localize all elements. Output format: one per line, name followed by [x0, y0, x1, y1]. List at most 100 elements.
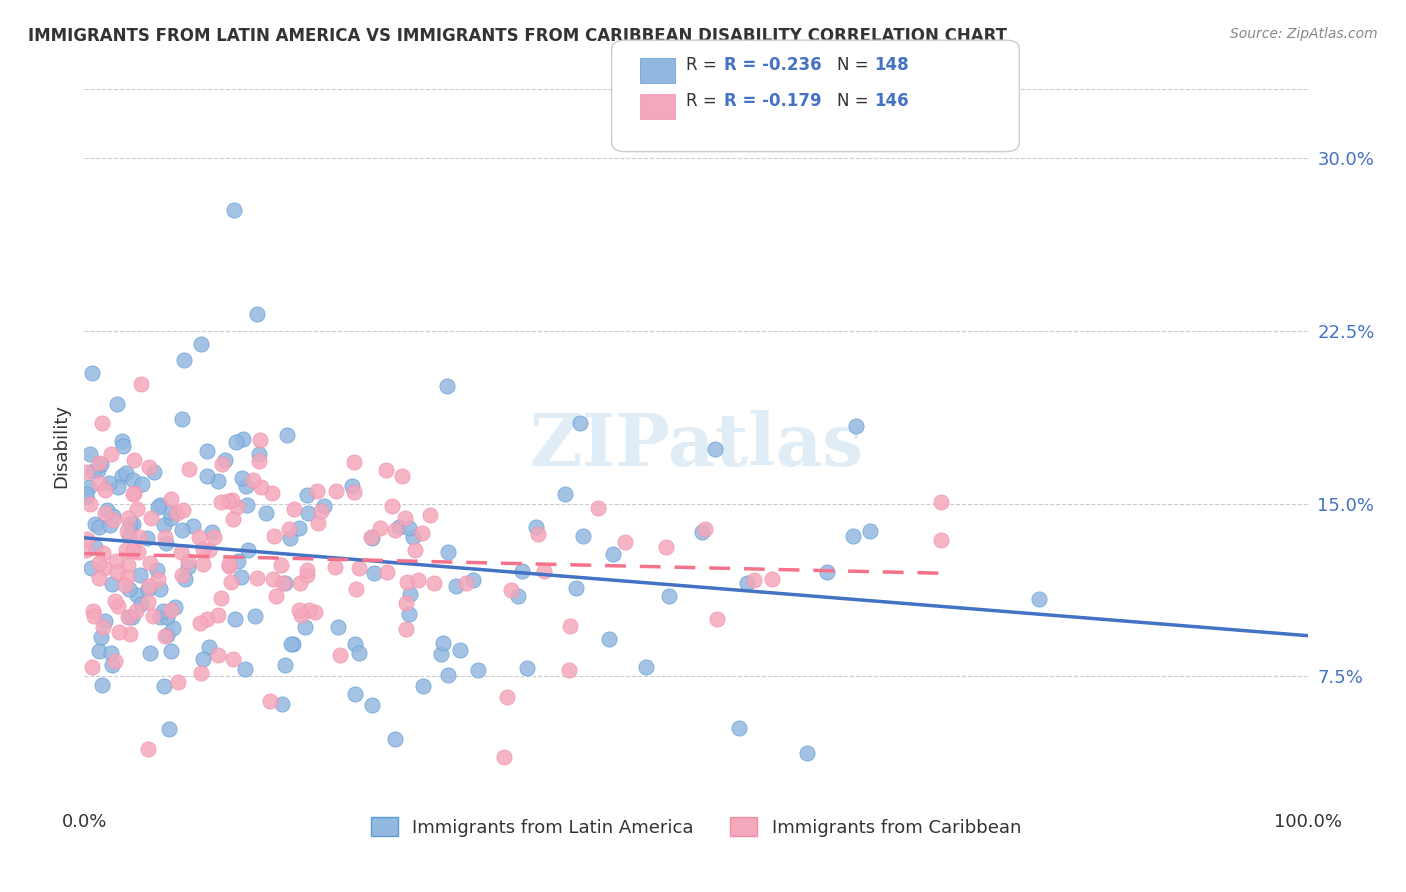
- Immigrants from Caribbean: [384, 523, 406, 537]
- Immigrants from Caribbean: [323, 560, 346, 574]
- Immigrants from Latin America: [101, 508, 124, 523]
- Immigrants from Latin America: [280, 637, 302, 651]
- Immigrants from Latin America: [107, 480, 129, 494]
- Immigrants from Caribbean: [121, 543, 143, 558]
- Immigrants from Latin America: [111, 434, 134, 448]
- Immigrants from Caribbean: [83, 609, 105, 624]
- Immigrants from Latin America: [236, 543, 259, 558]
- Text: R =: R =: [686, 56, 723, 74]
- Immigrants from Caribbean: [558, 618, 581, 632]
- Immigrants from Latin America: [510, 564, 533, 578]
- Text: N =: N =: [837, 56, 873, 74]
- Immigrants from Caribbean: [375, 463, 398, 477]
- Immigrants from Caribbean: [117, 558, 139, 573]
- Immigrants from Caribbean: [295, 563, 318, 577]
- Immigrants from Latin America: [77, 480, 100, 494]
- Immigrants from Caribbean: [222, 512, 245, 526]
- Immigrants from Latin America: [121, 610, 143, 624]
- Immigrants from Caribbean: [202, 530, 225, 544]
- Immigrants from Latin America: [86, 462, 108, 476]
- Immigrants from Latin America: [118, 610, 141, 624]
- Immigrants from Latin America: [703, 442, 725, 456]
- Text: 148: 148: [875, 56, 910, 74]
- Immigrants from Caribbean: [127, 545, 149, 559]
- Immigrants from Caribbean: [153, 629, 176, 643]
- Immigrants from Caribbean: [395, 623, 418, 637]
- Immigrants from Caribbean: [188, 530, 211, 544]
- Immigrants from Caribbean: [117, 511, 139, 525]
- Immigrants from Caribbean: [115, 524, 138, 539]
- Immigrants from Latin America: [461, 573, 484, 587]
- Immigrants from Caribbean: [262, 573, 284, 587]
- Immigrants from Caribbean: [101, 513, 124, 527]
- Immigrants from Caribbean: [761, 572, 783, 586]
- Immigrants from Latin America: [198, 640, 221, 655]
- Immigrants from Caribbean: [76, 532, 98, 546]
- Immigrants from Caribbean: [259, 694, 281, 708]
- Immigrants from Caribbean: [136, 741, 159, 756]
- Immigrants from Caribbean: [360, 530, 382, 544]
- Immigrants from Latin America: [229, 570, 252, 584]
- Immigrants from Latin America: [294, 620, 316, 634]
- Immigrants from Latin America: [412, 679, 434, 693]
- Immigrants from Caribbean: [170, 568, 193, 582]
- Immigrants from Caribbean: [75, 542, 97, 557]
- Immigrants from Latin America: [845, 419, 868, 434]
- Immigrants from Latin America: [125, 588, 148, 602]
- Text: Source: ZipAtlas.com: Source: ZipAtlas.com: [1230, 27, 1378, 41]
- Immigrants from Caribbean: [89, 456, 111, 470]
- Immigrants from Latin America: [173, 352, 195, 367]
- Immigrants from Latin America: [87, 520, 110, 534]
- Immigrants from Caribbean: [278, 522, 301, 536]
- Immigrants from Caribbean: [305, 483, 328, 498]
- Immigrants from Latin America: [360, 698, 382, 713]
- Immigrants from Latin America: [226, 554, 249, 568]
- Immigrants from Caribbean: [271, 576, 294, 591]
- Immigrants from Caribbean: [695, 522, 717, 536]
- Immigrants from Caribbean: [191, 541, 214, 556]
- Immigrants from Latin America: [156, 610, 179, 624]
- Immigrants from Caribbean: [82, 660, 104, 674]
- Immigrants from Latin America: [516, 661, 538, 675]
- Immigrants from Latin America: [122, 473, 145, 487]
- Text: ZIPatlas: ZIPatlas: [529, 410, 863, 482]
- Immigrants from Latin America: [564, 581, 586, 595]
- Immigrants from Caribbean: [207, 607, 229, 622]
- Immigrants from Caribbean: [307, 516, 329, 530]
- Immigrants from Caribbean: [221, 651, 243, 665]
- Immigrants from Caribbean: [105, 554, 128, 568]
- Immigrants from Latin America: [107, 397, 129, 411]
- Immigrants from Latin America: [207, 474, 229, 488]
- Y-axis label: Disability: Disability: [52, 404, 70, 488]
- Immigrants from Latin America: [340, 478, 363, 492]
- Immigrants from Caribbean: [209, 495, 232, 509]
- Immigrants from Caribbean: [454, 575, 477, 590]
- Immigrants from Latin America: [243, 608, 266, 623]
- Immigrants from Latin America: [297, 506, 319, 520]
- Immigrants from Caribbean: [344, 582, 367, 597]
- Immigrants from Caribbean: [170, 545, 193, 559]
- Immigrants from Caribbean: [122, 453, 145, 467]
- Immigrants from Latin America: [91, 678, 114, 692]
- Immigrants from Caribbean: [347, 561, 370, 575]
- Immigrants from Latin America: [735, 576, 758, 591]
- Immigrants from Latin America: [79, 447, 101, 461]
- Immigrants from Latin America: [82, 464, 104, 478]
- Immigrants from Caribbean: [742, 573, 765, 587]
- Immigrants from Caribbean: [325, 484, 347, 499]
- Immigrants from Caribbean: [217, 494, 239, 508]
- Immigrants from Latin America: [399, 587, 422, 601]
- Immigrants from Caribbean: [160, 491, 183, 506]
- Immigrants from Latin America: [598, 632, 620, 646]
- Immigrants from Caribbean: [94, 483, 117, 498]
- Immigrants from Caribbean: [190, 665, 212, 680]
- Immigrants from Caribbean: [136, 595, 159, 609]
- Immigrants from Latin America: [157, 723, 180, 737]
- Immigrants from Latin America: [98, 476, 121, 491]
- Immigrants from Latin America: [181, 519, 204, 533]
- Text: 146: 146: [875, 92, 910, 110]
- Immigrants from Caribbean: [297, 567, 319, 582]
- Immigrants from Latin America: [131, 597, 153, 611]
- Immigrants from Latin America: [143, 466, 166, 480]
- Immigrants from Latin America: [276, 428, 298, 442]
